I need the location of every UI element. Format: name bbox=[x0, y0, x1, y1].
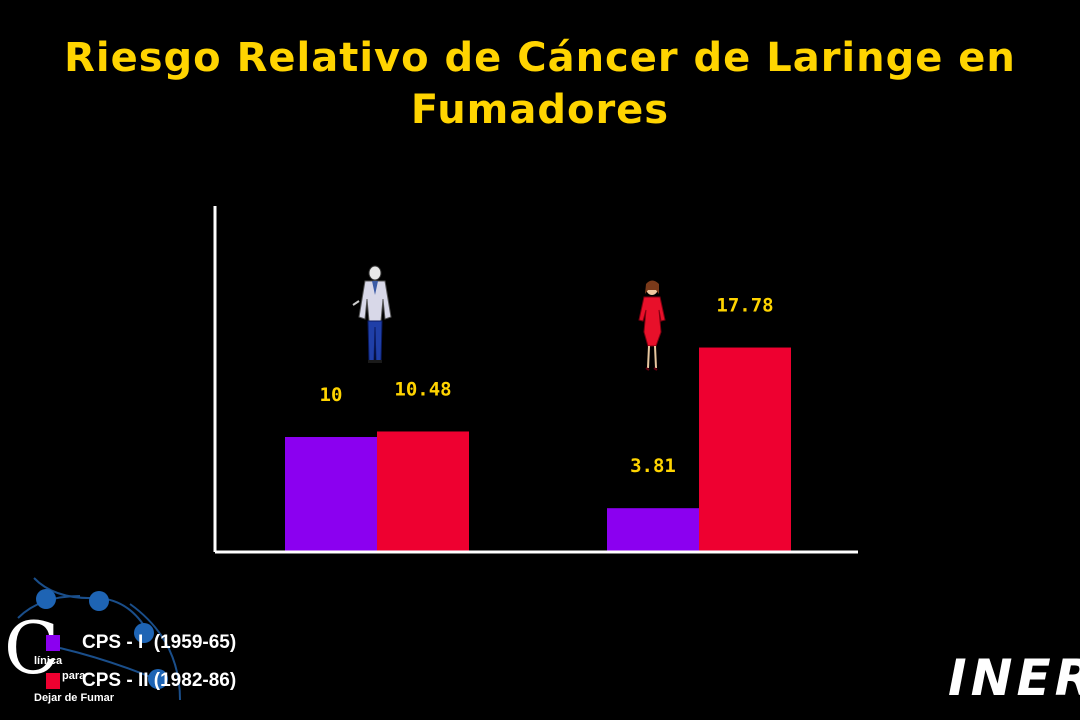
data-label-series-1-category-1: 10 bbox=[320, 384, 343, 406]
woman-figure-icon bbox=[638, 280, 666, 371]
bar-series-1-category-2 bbox=[607, 508, 699, 552]
legend-item-cps-2: CPS - II (1982-86) bbox=[46, 670, 236, 692]
legend-item-cps-1: CPS - I (1959-65) bbox=[46, 632, 236, 654]
data-labels-group: 10 3.81 10.48 17.78 bbox=[320, 295, 774, 478]
data-label-series-1-category-2: 3.81 bbox=[630, 455, 676, 477]
clinic-logo-line-1: línica bbox=[34, 655, 63, 667]
man-figure-icon bbox=[352, 265, 392, 363]
legend-swatch-cps-1 bbox=[46, 635, 60, 651]
iner-logo: INER bbox=[948, 649, 1080, 707]
chart-title-line-1: Riesgo Relativo de Cáncer de Laringe en bbox=[64, 35, 1016, 81]
chart-title-line-2: Fumadores bbox=[410, 87, 670, 133]
clinic-logo-line-2: para bbox=[62, 670, 86, 682]
legend-label-cps-2: CPS - II (1982-86) bbox=[82, 670, 237, 691]
clinic-logo-line-3: Dejar de Fumar bbox=[34, 692, 115, 704]
clinic-logo bbox=[17, 577, 181, 701]
data-label-series-2-category-1: 10.48 bbox=[394, 378, 451, 400]
bar-series-2-category-1 bbox=[377, 431, 469, 552]
bar-series-1-category-1 bbox=[285, 437, 377, 552]
bar-series-2-category-2 bbox=[699, 347, 791, 552]
bars-group bbox=[285, 347, 791, 552]
data-label-series-2-category-2: 17.78 bbox=[716, 295, 773, 317]
legend-swatch-cps-2 bbox=[46, 673, 60, 689]
chart-title: Riesgo Relativo de Cáncer de Laringe en … bbox=[20, 32, 1060, 136]
legend-label-cps-1: CPS - I (1959-65) bbox=[82, 632, 237, 653]
